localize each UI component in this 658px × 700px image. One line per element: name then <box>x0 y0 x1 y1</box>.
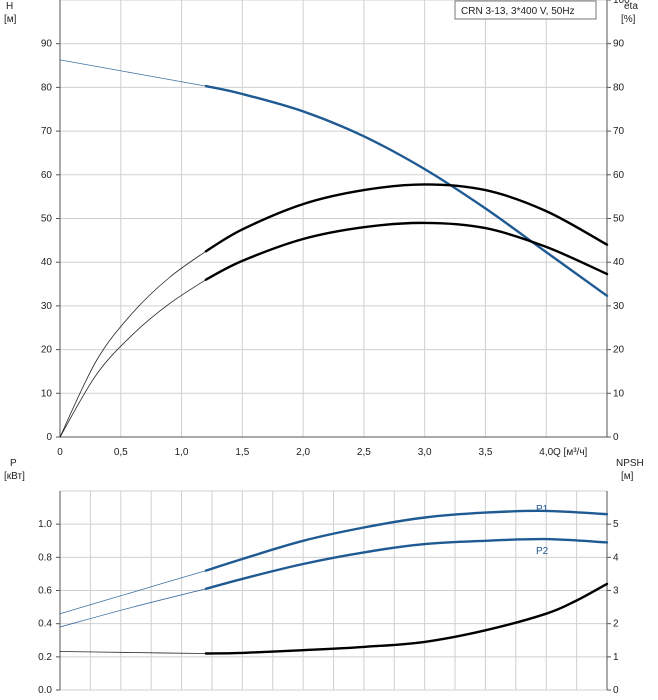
p2-series-label: P2 <box>536 546 549 557</box>
eta-tick-label: 80 <box>613 82 625 93</box>
legend-box: CRN 3-13, 3*400 V, 50Hz <box>454 0 597 20</box>
p-axis-label: P <box>10 458 17 469</box>
npsh-tick-label: 2 <box>613 619 619 630</box>
h-tick-label: 20 <box>41 345 53 356</box>
eta-curve <box>204 183 609 253</box>
p2-curve <box>204 537 609 590</box>
h-tick-label: 50 <box>41 214 53 225</box>
h-tick-label: 0 <box>46 432 52 443</box>
head-curve <box>204 84 609 297</box>
npsh-curve-thin <box>59 651 206 654</box>
p-axis-unit: [кВт] <box>4 471 25 482</box>
npsh-axis-label: NPSH <box>616 458 644 469</box>
eta2-curve-thin <box>59 279 207 438</box>
npsh-tick-label: 5 <box>613 519 619 530</box>
eta-tick-label: 20 <box>613 345 625 356</box>
q-tick-label: 3,0 <box>418 447 432 458</box>
h-tick-label: 70 <box>41 126 53 137</box>
head-curve-thin <box>59 59 206 87</box>
q-tick-label: 0 <box>57 447 63 458</box>
h-tick-label: 80 <box>41 82 53 93</box>
npsh-tick-label: 4 <box>613 552 619 563</box>
npsh-tick-label: 3 <box>613 586 619 597</box>
p1-curve <box>204 509 609 572</box>
p2-curve-thin <box>59 588 206 628</box>
p-tick-label: 1.0 <box>38 519 52 530</box>
eta-tick-label: 100 <box>613 0 630 6</box>
npsh-curve <box>204 582 609 655</box>
legend-text: CRN 3-13, 3*400 V, 50Hz <box>461 6 575 17</box>
eta-axis-unit: [%] <box>621 14 636 25</box>
bottom-curves <box>59 509 609 655</box>
q-tick-label: 1,0 <box>175 447 189 458</box>
q-tick-label: 2,5 <box>357 447 371 458</box>
h-tick-label: 10 <box>41 388 53 399</box>
top-curves <box>59 59 609 438</box>
q-tick-label: 0,5 <box>114 447 128 458</box>
p-tick-label: 0.6 <box>38 586 52 597</box>
top-grid <box>59 0 608 438</box>
q-tick-label: 4,0 <box>539 447 553 458</box>
eta-tick-label: 50 <box>613 214 625 225</box>
h-tick-label: 60 <box>41 170 53 181</box>
eta-tick-label: 10 <box>613 388 625 399</box>
eta-tick-label: 40 <box>613 257 625 268</box>
bottom-grid <box>59 490 608 691</box>
eta-tick-label: 0 <box>613 432 619 443</box>
p-tick-label: 0.2 <box>38 652 52 663</box>
npsh-axis-unit: [м] <box>621 471 634 482</box>
npsh-tick-label: 0 <box>613 685 619 696</box>
p-tick-label: 0.0 <box>38 685 52 696</box>
npsh-tick-label: 1 <box>613 652 619 663</box>
p1-series-label: P1 <box>536 504 549 515</box>
p-tick-label: 0.8 <box>38 552 52 563</box>
p-tick-label: 0.4 <box>38 619 52 630</box>
q-tick-label: 1,5 <box>235 447 249 458</box>
eta-tick-label: 60 <box>613 170 625 181</box>
h-tick-label: 40 <box>41 257 53 268</box>
h-axis-unit: [м] <box>4 14 17 25</box>
q-tick-label: 2,0 <box>296 447 310 458</box>
h-tick-label: 90 <box>41 39 53 50</box>
q-tick-label: 3,5 <box>478 447 492 458</box>
eta-tick-label: 90 <box>613 39 625 50</box>
eta-tick-label: 70 <box>613 126 625 137</box>
eta-tick-label: 30 <box>613 301 625 312</box>
eta2-curve <box>204 221 609 281</box>
tick-labels: 0102030405060708090010203040506070809010… <box>38 0 630 696</box>
h-tick-label: 30 <box>41 301 53 312</box>
p1-curve-thin <box>59 570 207 615</box>
h-axis-label: H <box>6 1 13 12</box>
eta-curve-thin <box>59 250 207 438</box>
q-axis-label: Q [м³/ч] <box>553 447 588 458</box>
eta-axis-label: eta <box>624 1 638 12</box>
